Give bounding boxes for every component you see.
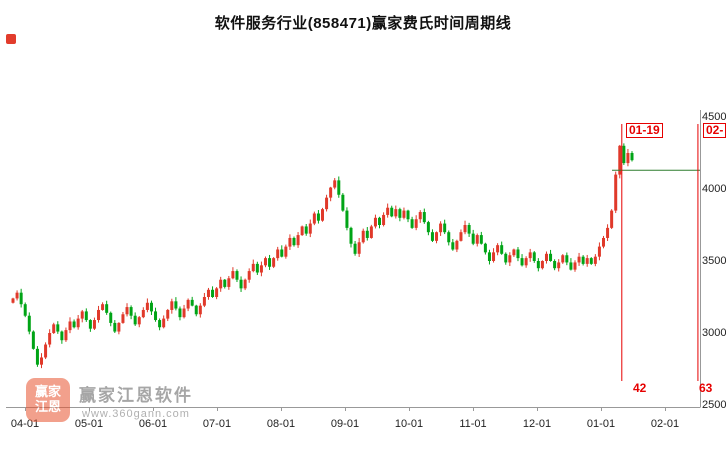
fib-cycle-count-label-2: 63	[699, 381, 713, 395]
chart-title: 软件服务行业(858471)赢家费氏时间周期线	[214, 15, 512, 32]
fib-cycle-date-label-1: 01-19	[626, 123, 663, 138]
watermark-text-block: 赢家江恩软件 www.360gann.com	[79, 381, 193, 420]
logo-characters: 赢家江恩	[34, 384, 61, 414]
watermark-url: www.360gann.com	[82, 407, 190, 420]
red-flag-icon	[6, 34, 16, 44]
watermark-software-name: 赢家江恩软件	[79, 385, 193, 405]
fib-cycle-count-label-1: 42	[633, 381, 647, 395]
fib-cycle-date-label-2: 02-	[703, 123, 726, 138]
winner-gann-seal-logo: 赢家江恩	[26, 378, 70, 422]
watermark: 赢家江恩 赢家江恩软件 www.360gann.com	[26, 378, 193, 422]
